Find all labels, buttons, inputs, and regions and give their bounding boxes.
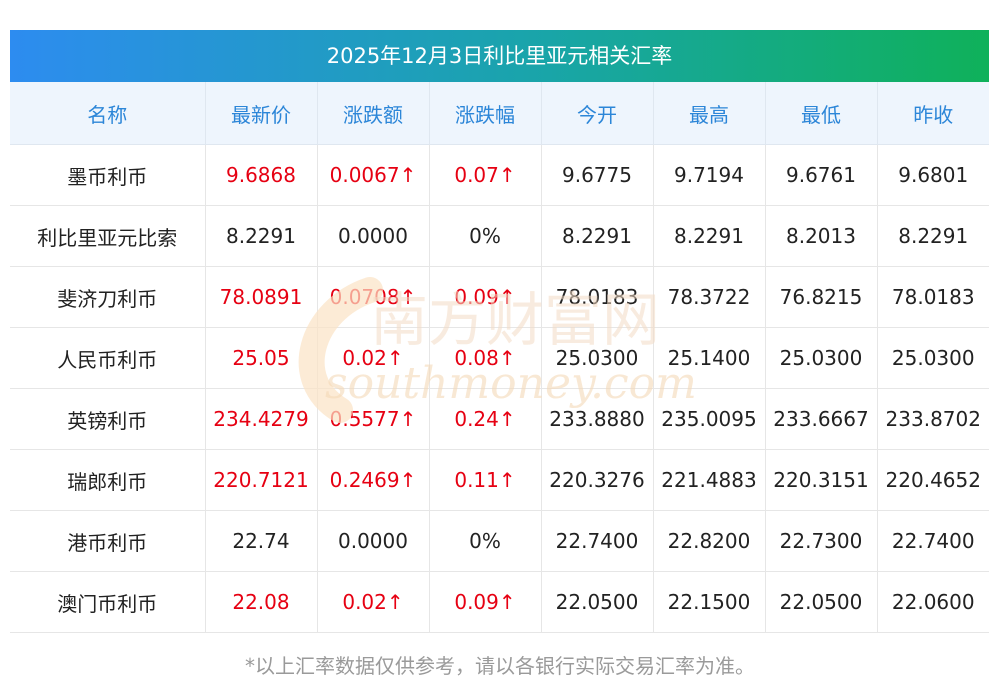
cell-name: 澳门币利币 [10,571,206,633]
cell-high: 8.2291 [653,205,766,267]
cell-high: 25.1400 [653,327,766,389]
header-prev-close: 昨收 [877,82,989,145]
cell-change: 0.02↑ [317,571,430,633]
cell-change: 0.02↑ [317,327,430,389]
cell-high: 78.3722 [653,266,766,328]
header-name: 名称 [10,82,206,145]
cell-change-pct: 0% [429,205,542,267]
table-row: 港币利币 22.74 0.0000 0% 22.7400 22.8200 22.7300 22… [10,510,989,572]
cell-name: 斐济刀利币 [10,266,206,328]
cell-prev-close: 233.8702 [877,388,989,450]
cell-low: 9.6761 [765,144,878,206]
cell-open: 8.2291 [541,205,654,267]
header-change: 涨跌额 [317,82,430,145]
table-row: 墨币利币 9.6868 0.0067↑ 0.07↑ 9.6775 9.7194 9.6761… [10,144,989,206]
cell-change-pct: 0.08↑ [429,327,542,389]
cell-name: 瑞郎利币 [10,449,206,511]
header-high: 最高 [653,82,766,145]
cell-change-pct: 0.24↑ [429,388,542,450]
cell-latest: 8.2291 [205,205,318,267]
cell-prev-close: 9.6801 [877,144,989,206]
cell-name: 港币利币 [10,510,206,572]
cell-low: 25.0300 [765,327,878,389]
cell-change-pct: 0.07↑ [429,144,542,206]
cell-high: 9.7194 [653,144,766,206]
cell-name: 人民币利币 [10,327,206,389]
cell-latest: 220.7121 [205,449,318,511]
cell-high: 22.1500 [653,571,766,633]
cell-latest: 9.6868 [205,144,318,206]
header-low: 最低 [765,82,878,145]
table-row: 人民币利币 25.05 0.02↑ 0.08↑ 25.0300 25.1400 25.030… [10,327,989,389]
cell-low: 8.2013 [765,205,878,267]
header-open: 今开 [541,82,654,145]
cell-name: 墨币利币 [10,144,206,206]
cell-high: 221.4883 [653,449,766,511]
rate-table: 名称 最新价 涨跌额 涨跌幅 今开 最高 最低 昨收 墨币利币 9.6868 0.0… [10,82,989,633]
cell-open: 22.7400 [541,510,654,572]
cell-low: 22.0500 [765,571,878,633]
cell-low: 220.3151 [765,449,878,511]
table-row: 利比里亚元比索 8.2291 0.0000 0% 8.2291 8.2291 8.2013 8… [10,205,989,267]
cell-latest: 25.05 [205,327,318,389]
table-row: 英镑利币 234.4279 0.5577↑ 0.24↑ 233.8880 235.0095… [10,388,989,450]
cell-prev-close: 220.4652 [877,449,989,511]
table-row: 斐济刀利币 78.0891 0.0708↑ 0.09↑ 78.0183 78.3722 76… [10,266,989,328]
cell-high: 22.8200 [653,510,766,572]
cell-change: 0.5577↑ [317,388,430,450]
header-row: 名称 最新价 涨跌额 涨跌幅 今开 最高 最低 昨收 [10,82,989,145]
cell-low: 76.8215 [765,266,878,328]
cell-open: 220.3276 [541,449,654,511]
cell-name: 利比里亚元比索 [10,205,206,267]
header-change-pct: 涨跌幅 [429,82,542,145]
cell-open: 233.8880 [541,388,654,450]
cell-open: 9.6775 [541,144,654,206]
cell-open: 25.0300 [541,327,654,389]
cell-high: 235.0095 [653,388,766,450]
footnote: *以上汇率数据仅供参考，请以各银行实际交易汇率为准。 [245,654,755,678]
cell-prev-close: 78.0183 [877,266,989,328]
cell-prev-close: 22.0600 [877,571,989,633]
cell-change-pct: 0.09↑ [429,571,542,633]
table-row: 澳门币利币 22.08 0.02↑ 0.09↑ 22.0500 22.1500 22.050… [10,571,989,633]
cell-change: 0.0708↑ [317,266,430,328]
cell-open: 78.0183 [541,266,654,328]
cell-latest: 234.4279 [205,388,318,450]
table-title: 2025年12月3日利比里亚元相关汇率 [10,30,989,82]
cell-change: 0.0067↑ [317,144,430,206]
cell-low: 233.6667 [765,388,878,450]
cell-change-pct: 0.11↑ [429,449,542,511]
cell-change: 0.0000 [317,510,430,572]
header-latest: 最新价 [205,82,318,145]
cell-low: 22.7300 [765,510,878,572]
cell-change: 0.2469↑ [317,449,430,511]
cell-prev-close: 25.0300 [877,327,989,389]
cell-change-pct: 0% [429,510,542,572]
table-row: 瑞郎利币 220.7121 0.2469↑ 0.11↑ 220.3276 221.4883… [10,449,989,511]
cell-latest: 22.08 [205,571,318,633]
cell-latest: 22.74 [205,510,318,572]
cell-open: 22.0500 [541,571,654,633]
cell-latest: 78.0891 [205,266,318,328]
cell-change: 0.0000 [317,205,430,267]
cell-prev-close: 8.2291 [877,205,989,267]
cell-prev-close: 22.7400 [877,510,989,572]
rate-table-panel: 2025年12月3日利比里亚元相关汇率 名称 最新价 涨跌额 涨跌幅 今开 最高… [10,30,989,633]
cell-name: 英镑利币 [10,388,206,450]
cell-change-pct: 0.09↑ [429,266,542,328]
